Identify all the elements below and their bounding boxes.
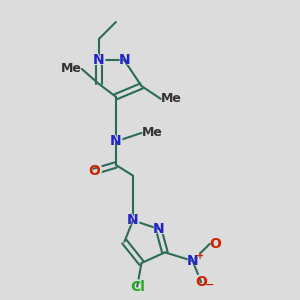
Text: Me: Me xyxy=(142,126,162,140)
Text: −: − xyxy=(205,279,214,290)
Text: N: N xyxy=(110,134,122,148)
Text: O: O xyxy=(194,273,209,291)
Text: Me: Me xyxy=(61,62,82,75)
Text: Me: Me xyxy=(54,60,82,78)
Text: N: N xyxy=(93,53,105,68)
Text: N: N xyxy=(125,212,140,230)
Text: N: N xyxy=(127,213,139,227)
Text: N: N xyxy=(117,51,132,69)
Text: N: N xyxy=(108,133,123,151)
Text: N: N xyxy=(187,254,199,268)
Text: Me: Me xyxy=(161,92,182,105)
Text: N: N xyxy=(151,220,166,238)
Text: O: O xyxy=(195,275,207,289)
Text: N: N xyxy=(91,51,106,69)
Text: Cl: Cl xyxy=(130,280,145,293)
Text: O: O xyxy=(210,235,225,253)
Text: N: N xyxy=(153,222,164,236)
Text: +: + xyxy=(196,250,204,261)
Text: Me: Me xyxy=(161,90,188,108)
Text: N: N xyxy=(118,53,130,68)
Text: O: O xyxy=(87,162,102,180)
Text: N: N xyxy=(185,252,200,270)
Text: O: O xyxy=(88,164,101,178)
Text: Cl: Cl xyxy=(128,278,147,296)
Text: O: O xyxy=(210,237,222,251)
Text: Me: Me xyxy=(142,124,169,142)
